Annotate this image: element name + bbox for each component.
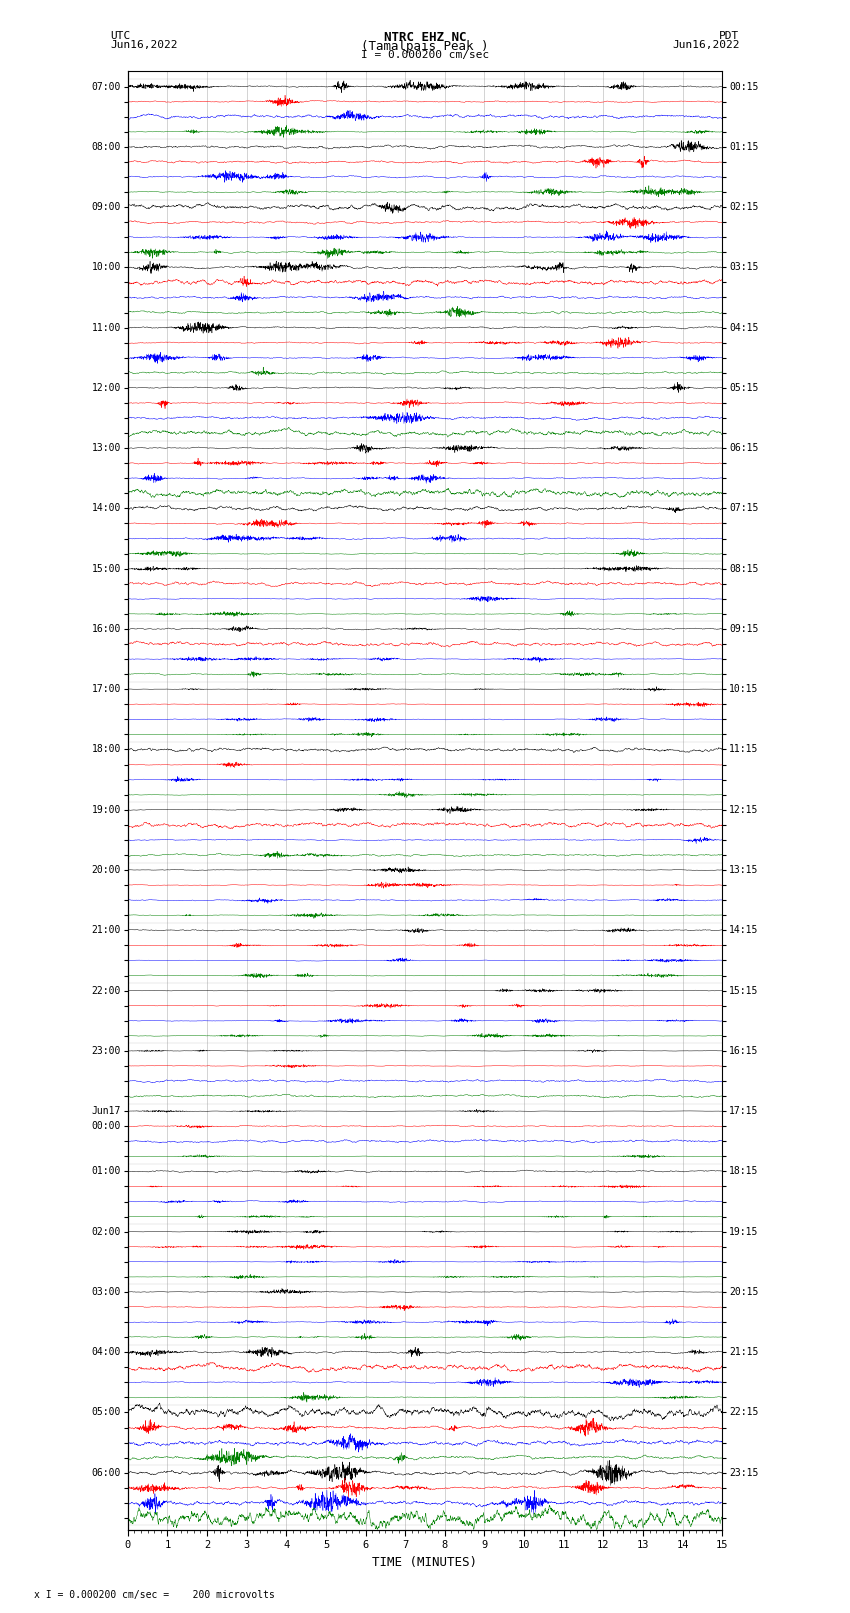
Text: UTC: UTC bbox=[110, 31, 131, 40]
Text: Jun16,2022: Jun16,2022 bbox=[672, 40, 740, 50]
Text: PDT: PDT bbox=[719, 31, 740, 40]
Text: NTRC EHZ NC: NTRC EHZ NC bbox=[383, 31, 467, 44]
Text: I = 0.000200 cm/sec: I = 0.000200 cm/sec bbox=[361, 50, 489, 60]
X-axis label: TIME (MINUTES): TIME (MINUTES) bbox=[372, 1557, 478, 1569]
Text: x I = 0.000200 cm/sec =    200 microvolts: x I = 0.000200 cm/sec = 200 microvolts bbox=[34, 1590, 275, 1600]
Text: (Tamalpais Peak ): (Tamalpais Peak ) bbox=[361, 40, 489, 53]
Text: Jun16,2022: Jun16,2022 bbox=[110, 40, 178, 50]
